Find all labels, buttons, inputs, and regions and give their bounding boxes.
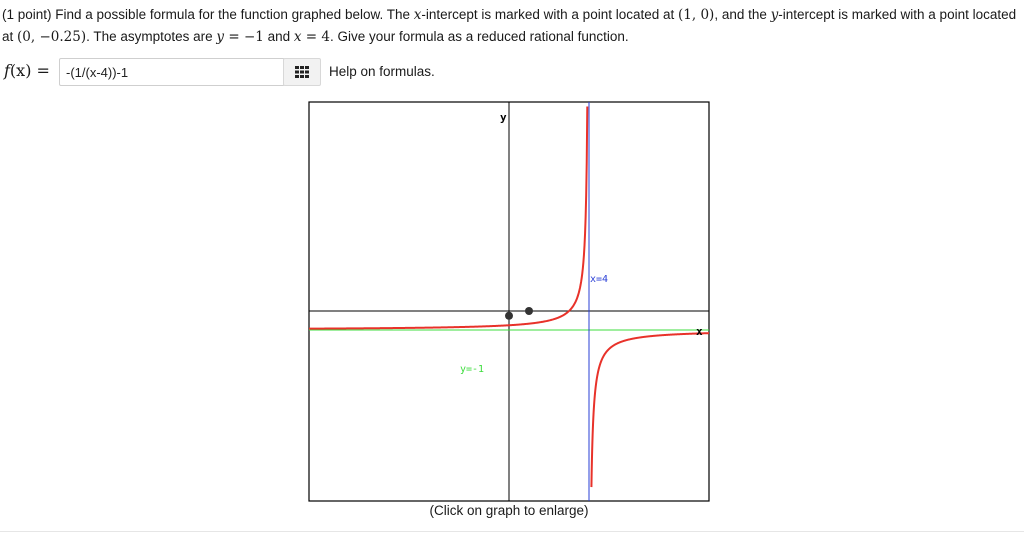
graph-caption[interactable]: (Click on graph to enlarge): [429, 503, 589, 518]
divider: [0, 531, 1024, 532]
x-intercept-value: (1, 0): [678, 7, 715, 23]
function-graph[interactable]: y x x=4 y=-1: [308, 101, 710, 502]
problem-statement: (1 point) Find a possible formula for th…: [2, 7, 1017, 45]
y-axis-label: y: [500, 111, 507, 124]
curve-right-branch: [590, 332, 709, 488]
curve-left-branch: [309, 106, 589, 330]
x-variable: x: [413, 7, 422, 23]
y-intercept-value: (0, −0.25): [17, 29, 87, 45]
help-on-formulas-link[interactable]: Help on formulas.: [329, 64, 435, 79]
x-intercept-point: [525, 307, 533, 315]
x-axis-label: x: [696, 325, 703, 338]
equation-editor-button[interactable]: [283, 58, 321, 86]
y-variable: y: [770, 7, 779, 23]
vertical-asymptote-label: x=4: [590, 274, 608, 285]
graph-canvas: y x x=4 y=-1: [308, 101, 710, 502]
answer-row: f(x) =: [2, 58, 462, 86]
horizontal-asymptote-label: y=-1: [460, 364, 484, 375]
grid-icon: [295, 66, 309, 78]
fx-label: f(x) =: [4, 61, 50, 80]
y-intercept-point: [505, 311, 513, 320]
answer-input[interactable]: [59, 58, 285, 86]
